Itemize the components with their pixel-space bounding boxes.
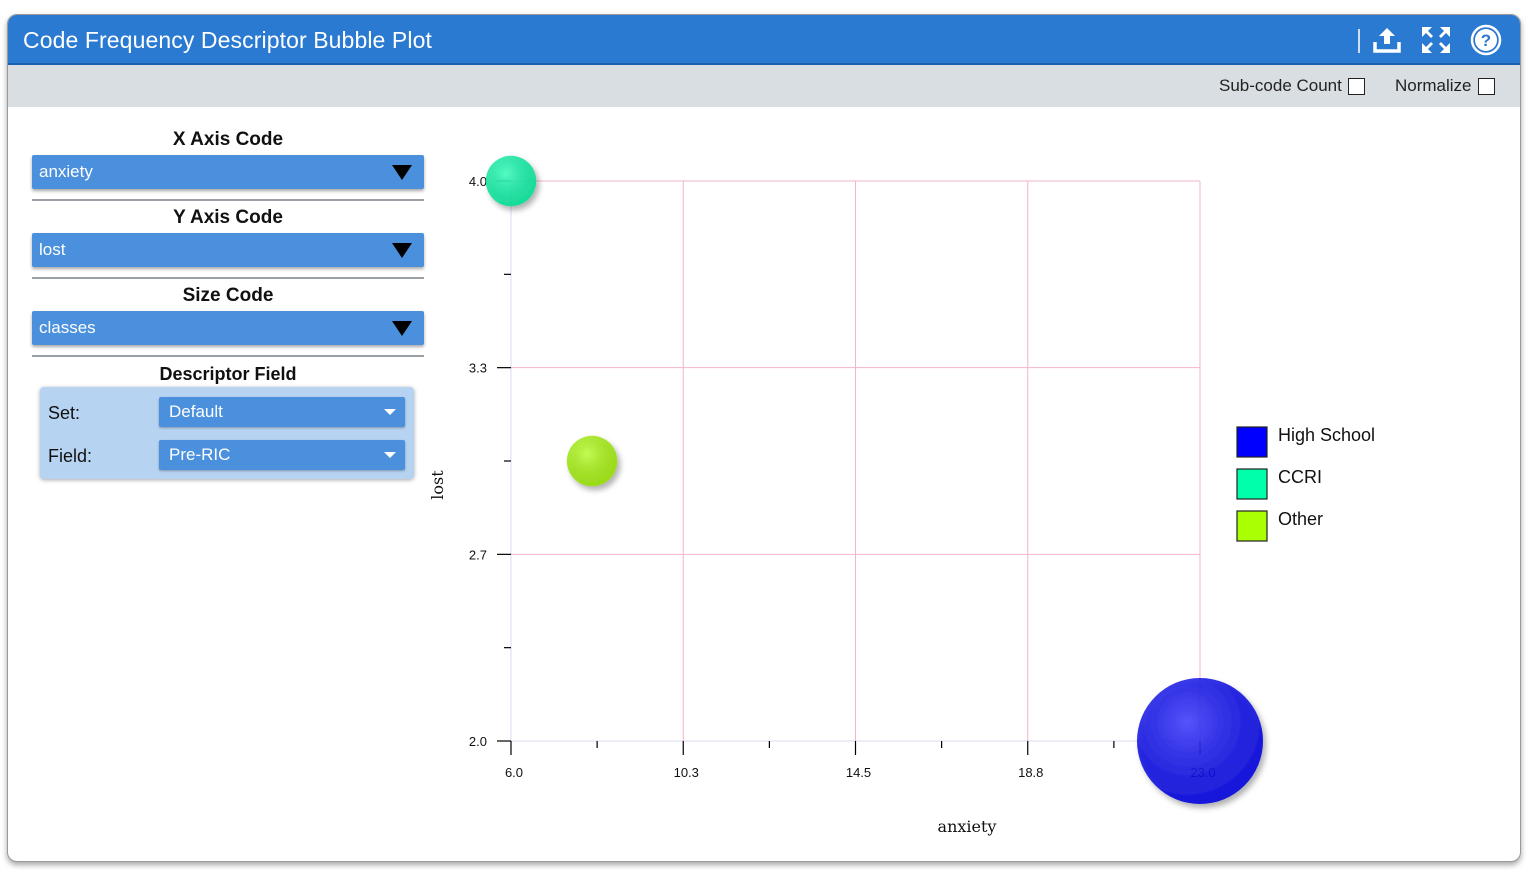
x-axis-code-select[interactable]: anxiety: [32, 155, 424, 189]
y-tick-label: 3.3: [469, 361, 487, 376]
field-label: Field:: [48, 446, 93, 466]
legend-label: High School: [1278, 425, 1375, 445]
x-tick-label: 6.0: [505, 765, 523, 780]
size-code-select[interactable]: classes: [32, 311, 424, 345]
x-axis-title: anxiety: [938, 817, 997, 836]
normalize-option[interactable]: Normalize: [1395, 76, 1495, 96]
y-tick-label: 2.7: [469, 547, 487, 562]
normalize-label: Normalize: [1395, 76, 1472, 95]
bubble-high-school: [1137, 678, 1263, 804]
divider: [32, 199, 424, 201]
y-tick-label: 4.0: [469, 174, 487, 189]
field-value: Pre-RIC: [169, 445, 231, 464]
legend-swatch: [1236, 510, 1268, 542]
descriptor-field-panel: Set: Default Field: Pre-RIC: [40, 387, 414, 479]
divider: [32, 277, 424, 279]
svg-text:?: ?: [1481, 31, 1491, 50]
chevron-down-icon: [392, 243, 412, 258]
legend-label: CCRI: [1278, 467, 1322, 487]
subcode-count-checkbox[interactable]: [1347, 77, 1365, 95]
set-value: Default: [169, 402, 223, 421]
bubble-shade: [566, 435, 618, 487]
x-axis-code-label: X Axis Code: [172, 129, 284, 150]
legend-swatch: [1236, 468, 1268, 500]
subcode-count-option[interactable]: Sub-code Count: [1219, 76, 1365, 96]
set-label: Set:: [48, 403, 81, 423]
size-code-label: Size Code: [182, 285, 274, 306]
normalize-checkbox[interactable]: [1477, 77, 1495, 95]
options-bar: Sub-code Count Normalize: [8, 65, 1520, 107]
y-axis-code-select[interactable]: lost: [32, 233, 424, 267]
help-icon[interactable]: ?: [1469, 24, 1503, 56]
divider: [32, 355, 424, 357]
x-axis-code-value: anxiety: [39, 162, 93, 181]
bubble-shade: [1137, 678, 1263, 804]
upload-icon[interactable]: [1370, 24, 1404, 56]
title-bar: Code Frequency Descriptor Bubble Plot ?: [8, 15, 1520, 65]
descriptor-field-label: Descriptor Field: [159, 364, 297, 384]
expand-icon[interactable]: [1419, 24, 1453, 56]
x-tick-label: 14.5: [846, 765, 871, 780]
subcode-count-label: Sub-code Count: [1219, 76, 1342, 95]
x-tick-label: 18.8: [1018, 765, 1043, 780]
chevron-down-icon: [384, 409, 396, 415]
size-code-value: classes: [39, 318, 96, 337]
chevron-down-icon: [392, 321, 412, 336]
toolbar-separator: [1358, 29, 1360, 53]
bubble-shade: [485, 155, 537, 207]
legend-label: Other: [1278, 509, 1323, 529]
legend-swatch: [1236, 426, 1268, 458]
bubble-ccri: [485, 155, 537, 207]
y-axis-code-label: Y Axis Code: [173, 207, 283, 228]
x-tick-label: 10.3: [674, 765, 699, 780]
window-title: Code Frequency Descriptor Bubble Plot: [23, 27, 432, 53]
chevron-down-icon: [384, 452, 396, 458]
bubble-plot-window: Code Frequency Descriptor Bubble Plot ? …: [7, 14, 1521, 862]
y-axis-code-value: lost: [39, 240, 66, 259]
field-select[interactable]: Pre-RIC: [159, 440, 405, 470]
bubble-other: [566, 435, 618, 487]
chevron-down-icon: [392, 165, 412, 180]
set-select[interactable]: Default: [159, 397, 405, 427]
y-tick-label: 2.0: [469, 734, 487, 749]
y-axis-title: lost: [428, 470, 447, 500]
